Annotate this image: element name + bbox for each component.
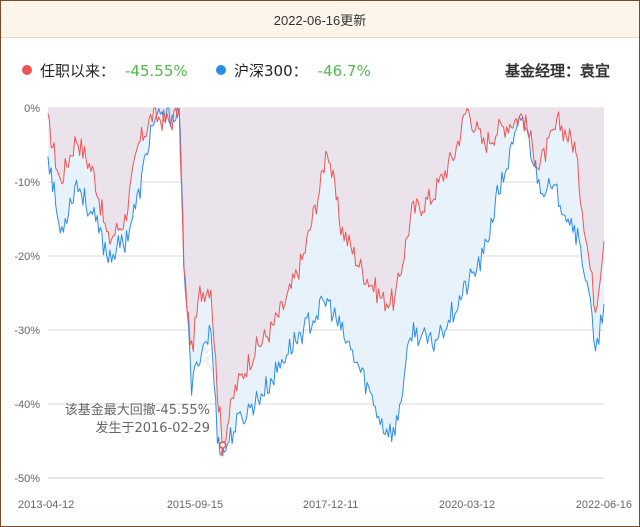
x-tick-label: 2020-03-12 bbox=[439, 499, 495, 511]
index-legend-label: 沪深300： bbox=[234, 62, 308, 80]
x-axis-ticks: 2013-04-12 2015-09-15 2017-12-11 2020-03-12… bbox=[18, 499, 632, 511]
series-areas bbox=[48, 108, 604, 456]
fund-return-value: -45.55% bbox=[125, 62, 188, 80]
series-lines bbox=[47, 107, 605, 457]
max-drawdown-point bbox=[218, 441, 227, 449]
fund-dot-icon bbox=[22, 65, 32, 75]
y-tick-label: -50% bbox=[14, 473, 40, 485]
y-axis-ticks: 0% -10% -20% -30% -40% -50% bbox=[14, 103, 40, 485]
y-tick-label: -40% bbox=[14, 399, 40, 411]
x-tick-label: 2015-09-15 bbox=[167, 499, 223, 511]
index-dot-icon bbox=[216, 65, 226, 75]
y-tick-label: -20% bbox=[14, 251, 40, 263]
series-line-fund bbox=[47, 107, 605, 457]
series-line-index bbox=[47, 107, 605, 456]
update-header: 2022-06-16更新 bbox=[1, 1, 639, 38]
legend-index[interactable]: 沪深300： -46.7% bbox=[216, 60, 371, 84]
y-tick-label: -30% bbox=[14, 325, 40, 337]
update-date-title: 2022-06-16更新 bbox=[273, 13, 367, 28]
y-tick-label: 0% bbox=[24, 103, 40, 115]
max-drawdown-marker bbox=[218, 441, 227, 449]
x-tick-label: 2013-04-12 bbox=[18, 499, 74, 511]
fund-legend-label: 任职以来： bbox=[40, 62, 116, 80]
drawdown-annotation-line2: 发生于2016-02-29 bbox=[95, 420, 210, 436]
fund-manager-label: 基金经理：袁宜 bbox=[504, 62, 610, 80]
index-return-value: -46.7% bbox=[317, 62, 371, 80]
y-tick-label: -10% bbox=[14, 177, 40, 189]
legend-fund[interactable]: 任职以来： -45.55% bbox=[22, 60, 188, 84]
drawdown-annotation-line1: 该基金最大回撤-45.55% bbox=[65, 402, 210, 418]
series-area-fund bbox=[48, 108, 604, 456]
x-tick-label: 2022-06-16 bbox=[576, 499, 632, 511]
x-tick-label: 2017-12-11 bbox=[303, 499, 358, 511]
